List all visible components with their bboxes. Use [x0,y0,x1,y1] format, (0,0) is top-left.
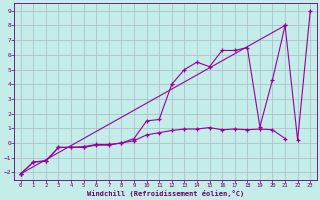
X-axis label: Windchill (Refroidissement éolien,°C): Windchill (Refroidissement éolien,°C) [87,190,244,197]
